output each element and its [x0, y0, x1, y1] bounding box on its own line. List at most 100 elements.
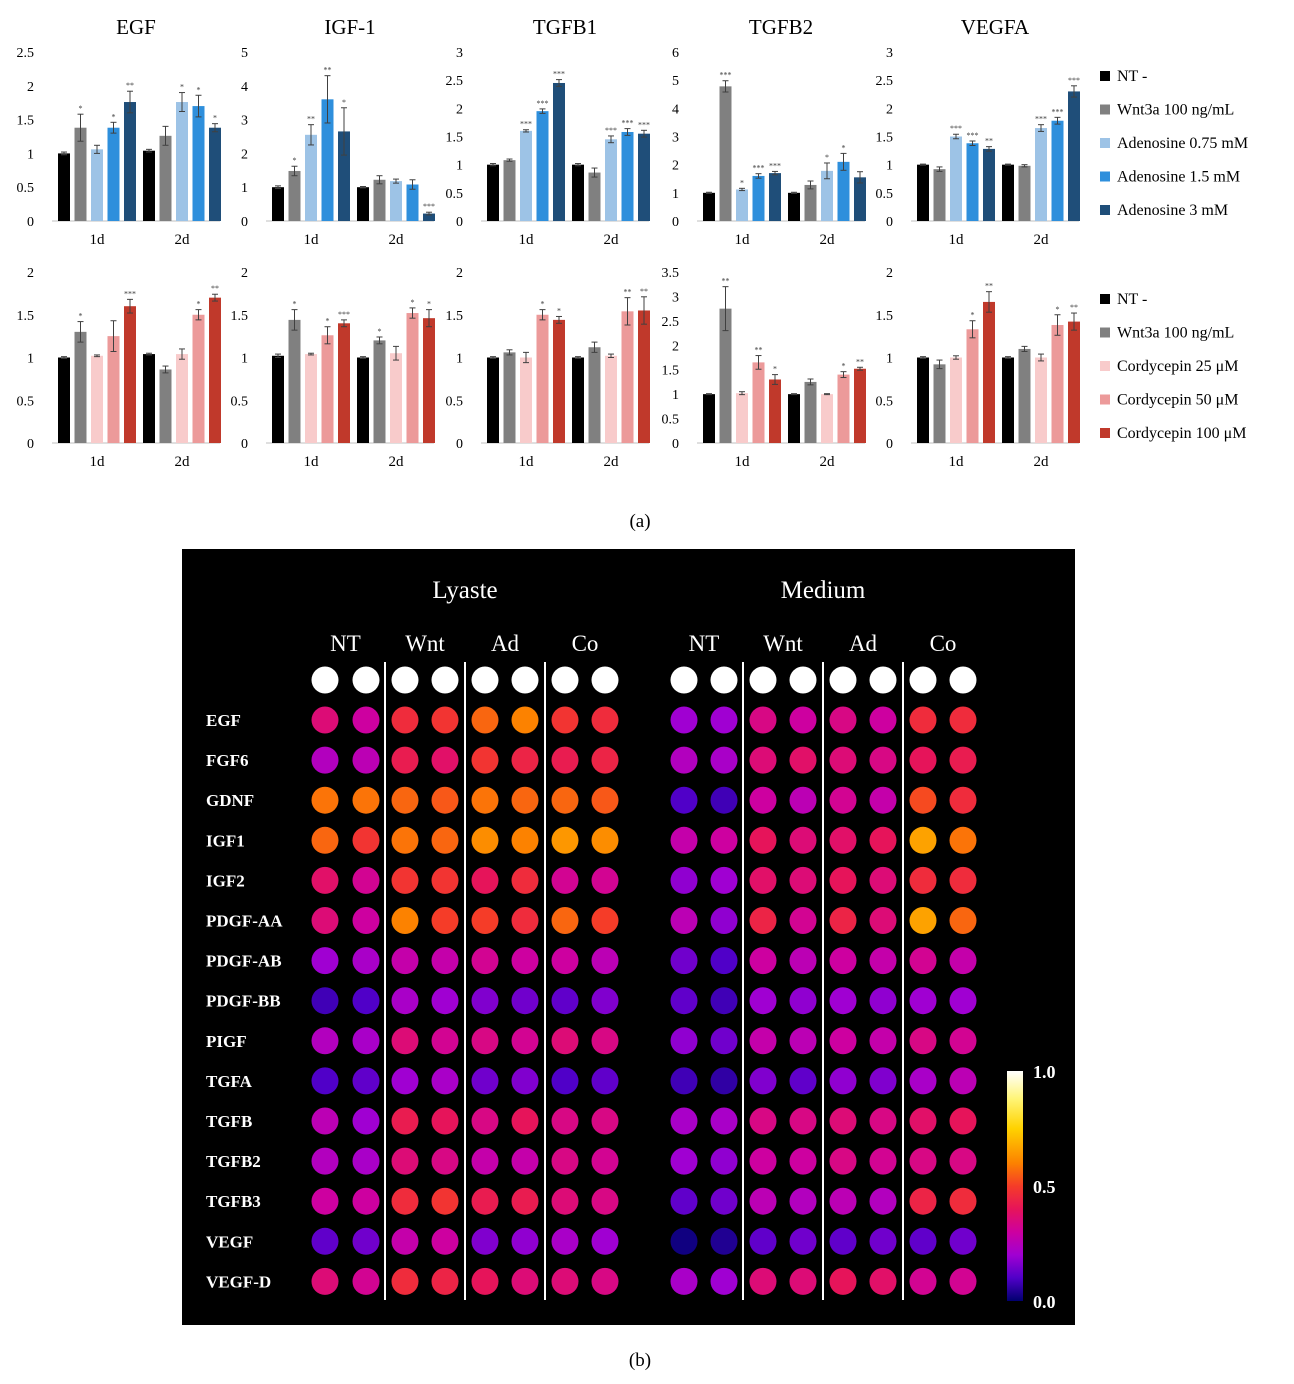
heatmap-cell [311, 1187, 339, 1215]
heatmap-cell [829, 1067, 857, 1095]
legend-label: Cordycepin 50 μM [1117, 392, 1238, 409]
heatmap-cell [391, 1267, 419, 1295]
heatmap-cell [471, 786, 499, 814]
heatmap-cell [710, 1147, 738, 1175]
bar [736, 393, 748, 443]
heatmap-cell [352, 1187, 380, 1215]
y-tick-label: 1.5 [17, 114, 35, 129]
x-tick-label: 1d [949, 232, 965, 248]
bar [572, 357, 584, 443]
heatmap-cell [749, 706, 777, 734]
heatmap-cell [511, 1187, 539, 1215]
heatmap-cell [511, 907, 539, 934]
significance-label: * [293, 300, 297, 309]
bar [91, 149, 103, 221]
heatmap-reference-spot [352, 666, 380, 694]
heatmap-cell [352, 746, 380, 774]
heatmap-cell [749, 987, 777, 1015]
significance-label: * [326, 317, 330, 326]
significance-label: *** [638, 120, 650, 129]
significance-label: ** [755, 346, 763, 355]
bar [107, 127, 120, 221]
significance-label: ** [624, 288, 632, 297]
y-tick-label: 2 [456, 102, 463, 117]
bar [588, 172, 601, 221]
significance-label: *** [124, 289, 136, 298]
heatmap-cell [511, 1267, 539, 1295]
y-tick-label: 4 [241, 80, 248, 95]
bar [588, 347, 601, 443]
y-tick-label: 2.5 [876, 74, 894, 89]
x-tick-label: 1d [949, 454, 965, 470]
heatmap-cell [311, 1147, 339, 1175]
bar [736, 189, 748, 221]
heatmap-cell [949, 1027, 977, 1055]
heatmap-reference-spot [311, 666, 339, 694]
heatmap-cell [551, 866, 579, 894]
heatmap-reference-spot [710, 666, 738, 694]
heatmap-row-label: PDGF-AB [206, 952, 282, 971]
y-tick-label: 1 [456, 159, 463, 174]
bar [423, 318, 435, 443]
bar [272, 355, 284, 443]
bar [752, 362, 765, 443]
heatmap-cell [710, 1267, 738, 1295]
significance-label: * [1056, 305, 1060, 314]
heatmap-cell [551, 1067, 579, 1095]
y-tick-label: 0 [672, 437, 679, 452]
heatmap-cell [311, 786, 339, 814]
heatmap-cell [670, 1027, 698, 1055]
x-tick-label: 2d [175, 454, 191, 470]
heatmap-cell [789, 1267, 817, 1295]
legend-label: Adenosine 3 mM [1117, 202, 1228, 219]
heatmap-cell [789, 1067, 817, 1095]
significance-label: * [842, 362, 846, 371]
significance-label: *** [622, 119, 634, 128]
heatmap-row-label: PDGF-BB [206, 992, 281, 1011]
bar [1051, 325, 1064, 443]
significance-label: * [971, 311, 975, 320]
heatmap-cell [789, 1147, 817, 1175]
bar [390, 353, 402, 443]
y-tick-label: 3 [886, 46, 893, 61]
x-tick-label: 1d [304, 454, 320, 470]
significance-label: *** [423, 202, 435, 211]
heatmap-condition-label: Ad [491, 631, 520, 656]
heatmap-cell [829, 826, 857, 854]
bar [854, 368, 866, 443]
bar [74, 331, 87, 443]
significance-label: *** [338, 310, 350, 319]
heatmap-cell [869, 907, 897, 934]
x-tick-label: 1d [735, 232, 751, 248]
y-tick-label: 1 [672, 388, 679, 403]
bar [621, 131, 634, 221]
heatmap-cell [511, 987, 539, 1015]
heatmap-cell [909, 907, 937, 934]
heatmap-cell [670, 866, 698, 894]
heatmap-reference-spot [391, 666, 419, 694]
bar [1002, 164, 1014, 221]
heatmap-cell [710, 866, 738, 894]
bar [605, 139, 617, 221]
bar [520, 130, 532, 221]
heatmap-cell [789, 746, 817, 774]
panel-label-a: (a) [629, 511, 650, 532]
heatmap-cell [829, 746, 857, 774]
bar [804, 184, 817, 221]
heatmap-cell [551, 1187, 579, 1215]
heatmap-row-label: VEGF-D [206, 1272, 271, 1291]
legend-swatch [1100, 327, 1110, 338]
heatmap-cell [670, 1267, 698, 1295]
y-tick-label: 1.5 [876, 309, 894, 324]
significance-label: *** [1035, 115, 1047, 124]
heatmap-cell [789, 1187, 817, 1215]
x-tick-label: 2d [604, 232, 620, 248]
heatmap-cell [591, 1267, 619, 1295]
heatmap-cell [710, 987, 738, 1015]
y-tick-label: 0 [886, 437, 893, 452]
heatmap-cell [431, 826, 459, 854]
heatmap-cell [869, 987, 897, 1015]
y-tick-label: 2 [241, 266, 248, 281]
y-tick-label: 1 [886, 159, 893, 174]
